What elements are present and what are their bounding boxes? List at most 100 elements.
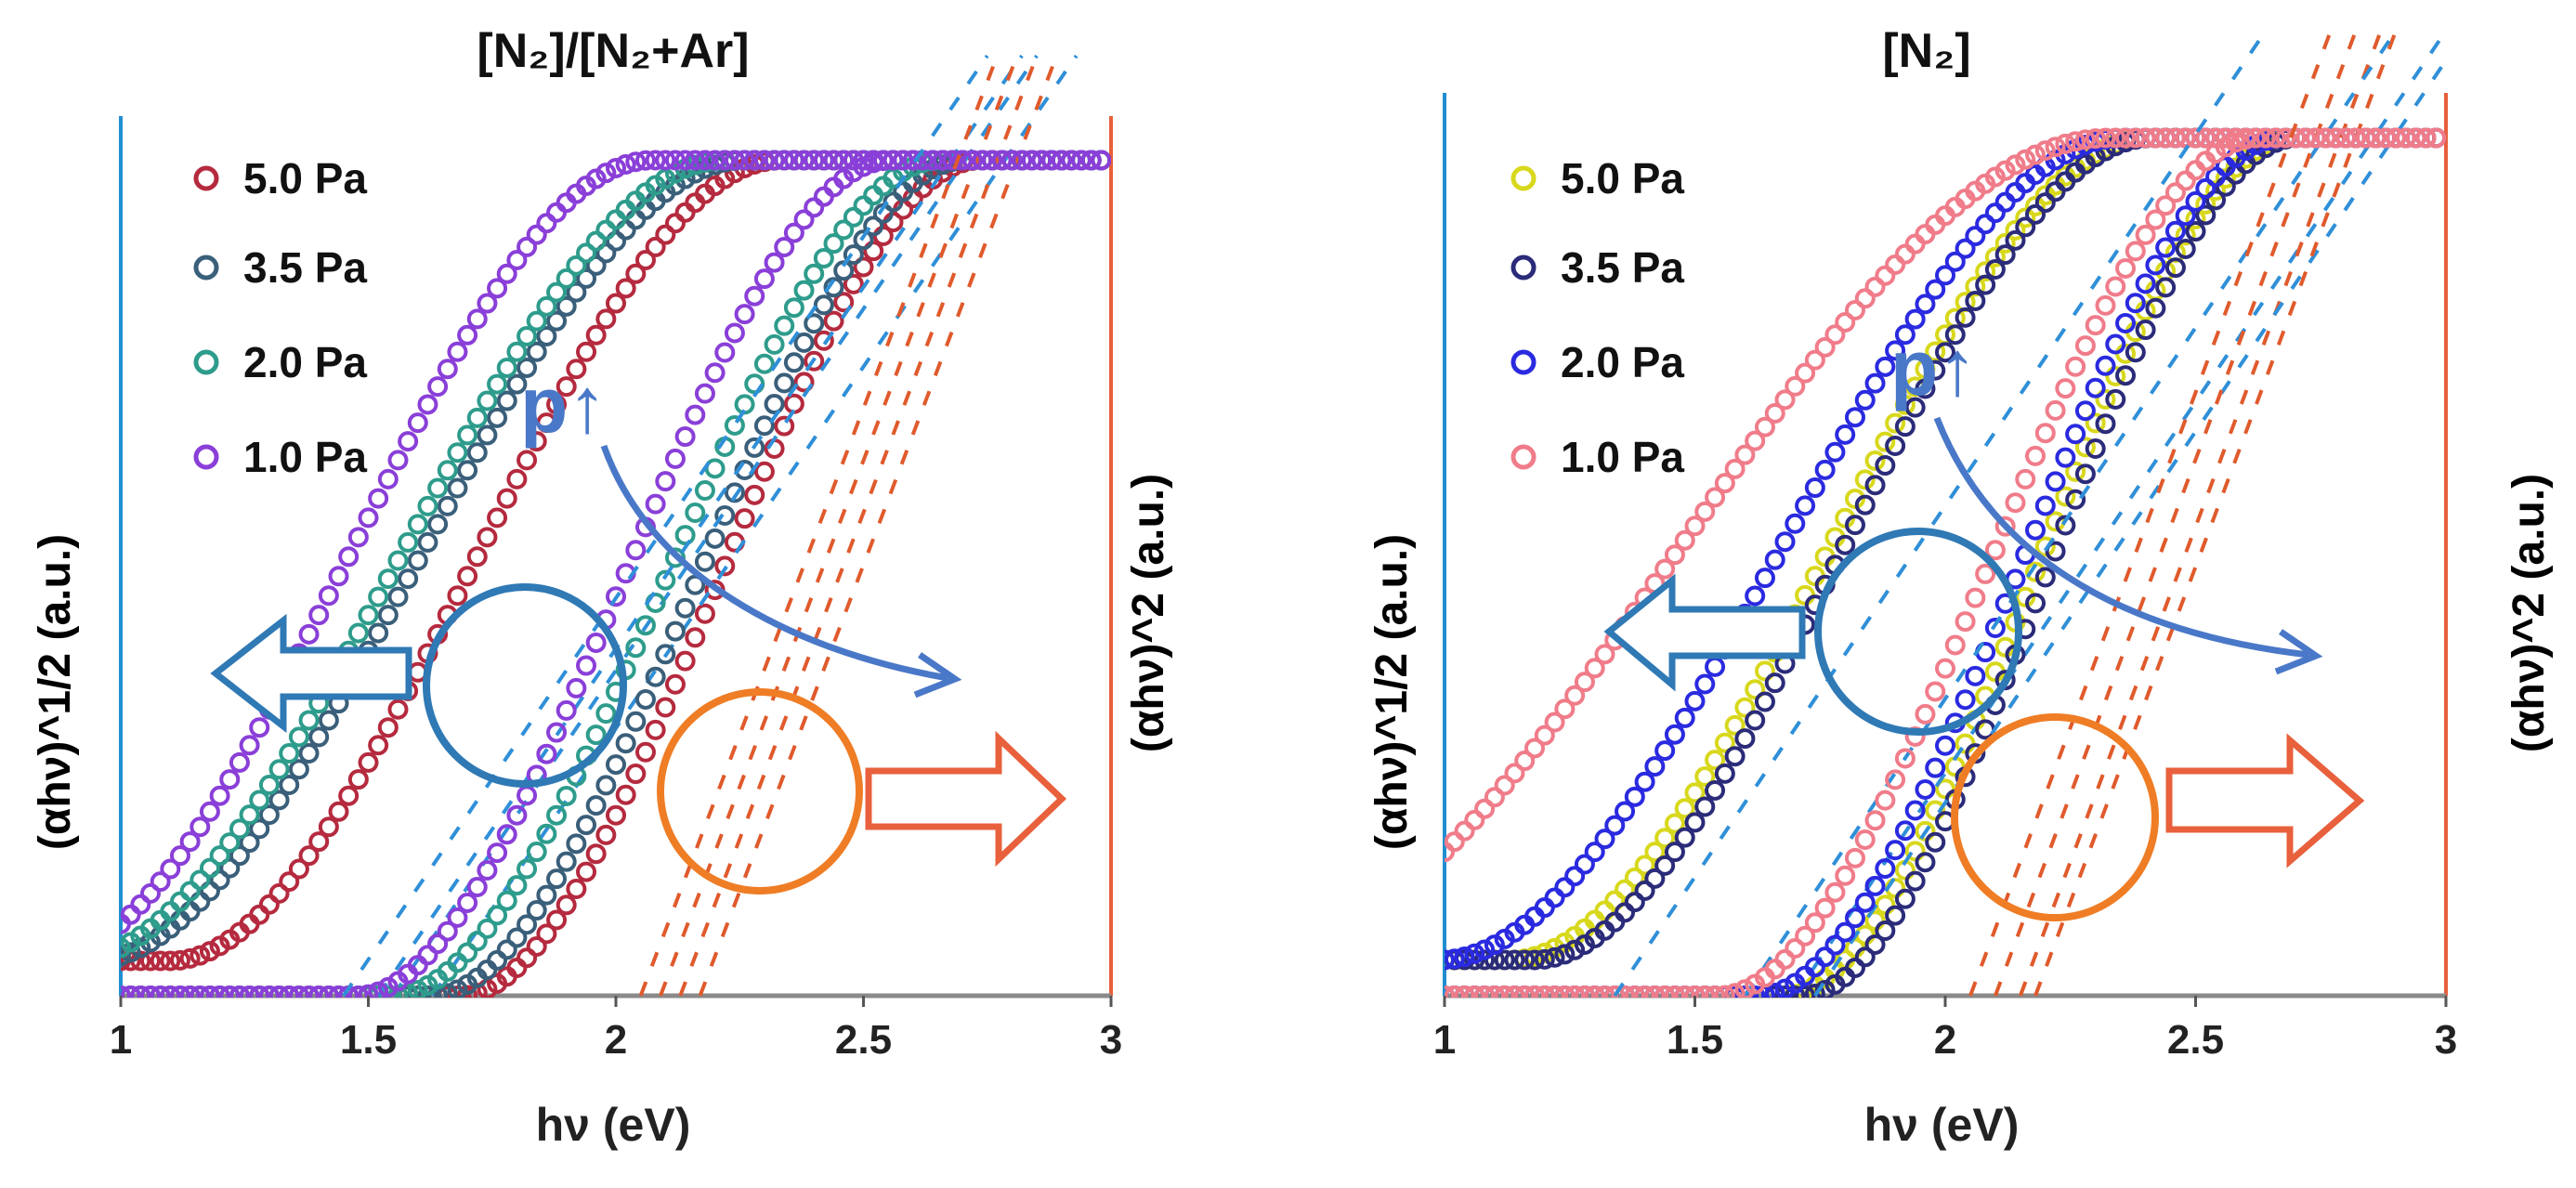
data-point [338,546,360,568]
data-point [991,150,1013,171]
x-tick-label: 1 [1433,1017,1456,1063]
data-point [2115,127,2137,149]
data-point [694,603,715,624]
data-point [753,461,775,482]
data-point [1935,735,1955,756]
x-tick-label: 1.5 [1667,1017,1723,1063]
data-point [1041,150,1063,171]
data-point [664,213,686,234]
data-point [764,150,785,171]
data-point [2175,170,2196,191]
data-point [753,353,775,374]
data-point [130,986,151,998]
x-tick-label: 3 [2435,1017,2457,1063]
data-point [2074,335,2096,357]
data-point [774,150,795,171]
data-point [427,376,449,398]
data-point [833,292,855,313]
data-point [704,362,726,384]
data-point [595,775,617,796]
data-point [1724,714,1746,736]
data-point [576,242,597,264]
data-point [121,937,131,959]
data-point [1904,725,1926,747]
data-point [566,833,587,855]
series-10Pa-square [121,150,1111,998]
data-point [536,923,557,945]
data-point [546,804,568,826]
data-point [2085,128,2106,150]
data-point [2005,229,2026,251]
panel-left-title: [N₂]/[N₂+Ar] [477,24,749,78]
data-point [2015,207,2036,228]
data-point [1935,265,1955,286]
data-point [121,986,131,998]
pressure-trend-arrow [1933,416,2309,659]
data-point [427,477,449,499]
data-point [1544,937,1565,959]
data-point [744,484,765,505]
data-point [1544,946,1565,968]
data-point [298,845,320,867]
data-point [1774,531,1796,553]
data-point [744,373,765,395]
data-point [1814,336,1836,358]
data-point [1994,244,2016,266]
data-point [734,304,755,325]
data-point [1984,246,2006,268]
data-point [487,507,508,529]
panel-left-y-label-left: (αhν)^1/2 (a.u.) [31,534,80,850]
data-point [1654,828,1676,849]
data-point [1894,394,1916,415]
data-point [615,153,636,175]
panel-right-y-label-left: (αhν)^1/2 (a.u.) [1367,534,1417,850]
data-point [1984,259,2006,281]
data-point [387,450,409,471]
data-point [318,816,339,838]
data-point [685,150,706,171]
data-point [606,293,626,314]
data-point [1875,920,1896,942]
data-point [517,785,538,806]
data-point [1844,515,1865,536]
data-point [863,215,884,237]
data-point [952,150,974,171]
data-point [457,566,478,587]
data-point [1854,389,1876,411]
data-point [2055,133,2076,154]
data-point [1925,341,1946,362]
data-point [634,688,656,710]
data-point [526,431,547,452]
data-point [1994,232,2016,254]
data-point [1824,881,1846,903]
panel-right-legend: 5.0 Pa 3.5 Pa 2.0 Pa 1.0 Pa [1510,154,1684,481]
data-point [625,540,647,561]
data-point [2265,127,2286,149]
data-point [536,884,557,906]
data-point [1012,150,1033,171]
data-point [704,150,726,171]
data-point [536,743,557,764]
data-point [2175,225,2196,246]
data-point [1634,771,1655,792]
data-point [2195,204,2216,226]
data-point [2025,144,2046,165]
data-point [1804,349,1825,371]
data-point [2195,177,2216,199]
data-point [566,677,587,698]
data-point [556,785,577,806]
data-point [517,914,538,935]
tauc-sqrt-region-circle [423,583,627,788]
data-point [2065,461,2086,482]
data-point [853,150,874,171]
data-point [1584,658,1605,679]
data-point [279,775,300,796]
data-point [268,986,290,998]
data-point [2305,127,2326,149]
data-point [645,666,666,687]
data-point [219,857,241,879]
data-point [358,984,379,998]
data-point [694,383,715,404]
data-point [1574,986,1595,998]
data-point [407,980,428,998]
